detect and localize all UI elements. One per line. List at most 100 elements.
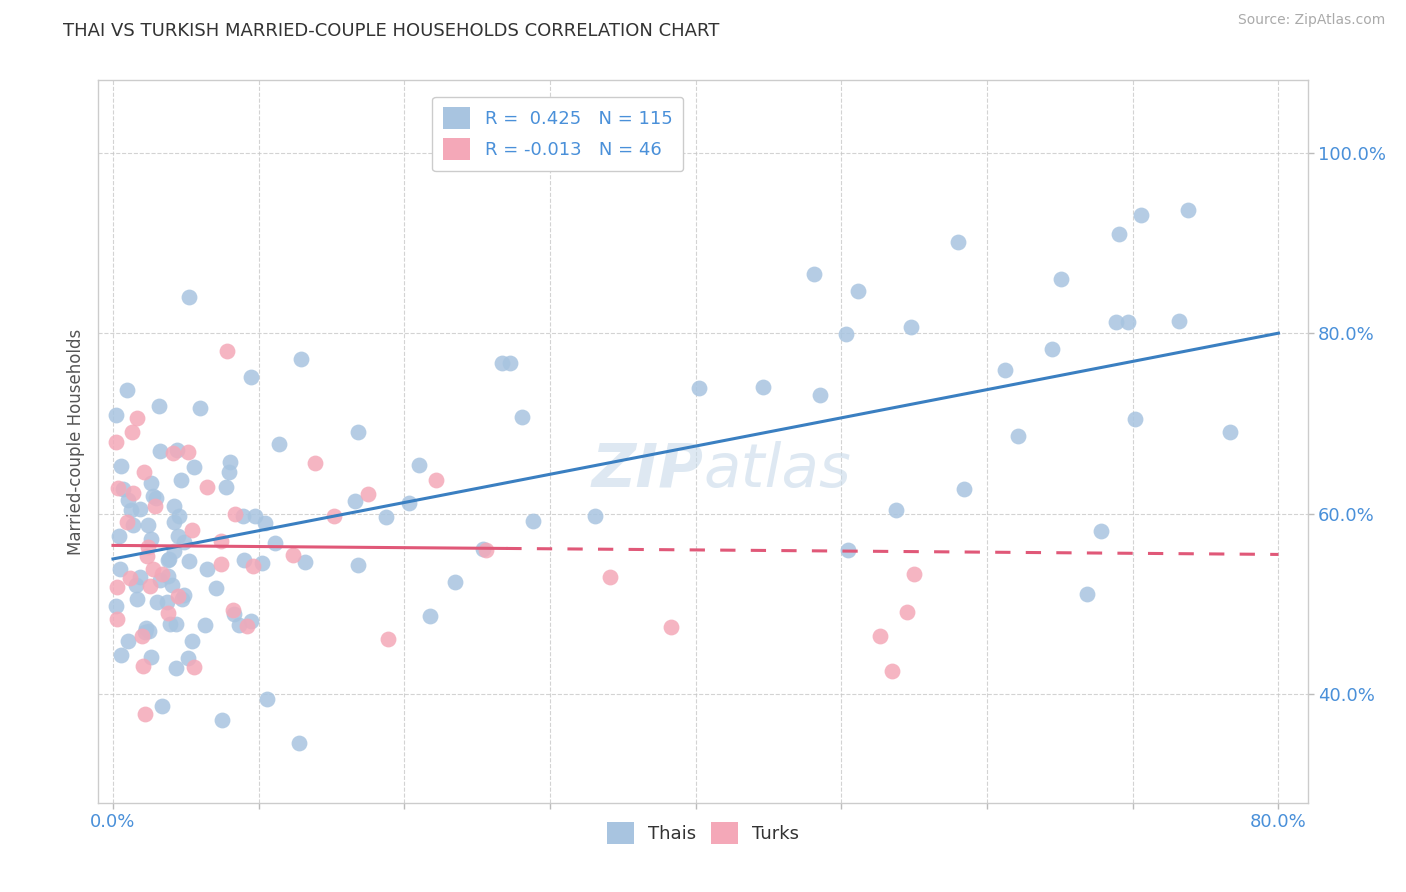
Point bbox=[304, 456, 326, 470]
Point bbox=[129, 502, 152, 516]
Point bbox=[900, 320, 922, 334]
Point bbox=[131, 659, 153, 673]
Point bbox=[159, 617, 181, 632]
Point bbox=[128, 570, 150, 584]
Point bbox=[120, 571, 142, 585]
Point bbox=[239, 614, 262, 628]
Point bbox=[177, 290, 200, 304]
Point bbox=[134, 466, 156, 480]
Point bbox=[143, 500, 166, 514]
Point bbox=[167, 509, 190, 524]
Point bbox=[110, 648, 132, 662]
Point bbox=[808, 388, 831, 402]
Point bbox=[107, 529, 129, 543]
Point bbox=[193, 618, 215, 632]
Point bbox=[346, 558, 368, 572]
Point bbox=[105, 612, 128, 626]
Point bbox=[142, 562, 165, 576]
Point bbox=[294, 555, 316, 569]
Point bbox=[209, 533, 232, 548]
Point bbox=[510, 409, 533, 424]
Text: atlas: atlas bbox=[703, 441, 851, 500]
Point bbox=[141, 532, 163, 546]
Point bbox=[211, 713, 233, 727]
Point bbox=[139, 475, 162, 490]
Legend: Thais, Turks: Thais, Turks bbox=[599, 815, 807, 852]
Point bbox=[156, 606, 179, 620]
Point bbox=[1049, 272, 1071, 286]
Point bbox=[471, 541, 494, 556]
Point bbox=[267, 436, 290, 450]
Point bbox=[177, 444, 200, 458]
Point bbox=[111, 483, 134, 497]
Point bbox=[243, 509, 266, 524]
Point bbox=[256, 691, 278, 706]
Point bbox=[946, 235, 969, 250]
Point bbox=[170, 591, 193, 606]
Point bbox=[157, 551, 180, 566]
Point bbox=[188, 401, 211, 416]
Point bbox=[195, 480, 218, 494]
Point bbox=[240, 369, 263, 384]
Point bbox=[252, 557, 274, 571]
Point bbox=[232, 508, 254, 523]
Point bbox=[215, 480, 238, 494]
Point bbox=[177, 554, 200, 568]
Point bbox=[150, 698, 173, 713]
Point bbox=[1177, 202, 1199, 217]
Point bbox=[150, 567, 173, 582]
Point bbox=[659, 620, 682, 634]
Point bbox=[173, 588, 195, 602]
Point bbox=[166, 443, 188, 458]
Point bbox=[219, 454, 242, 468]
Text: Source: ZipAtlas.com: Source: ZipAtlas.com bbox=[1237, 13, 1385, 28]
Point bbox=[125, 578, 148, 592]
Point bbox=[149, 444, 172, 458]
Point bbox=[156, 553, 179, 567]
Point bbox=[117, 493, 139, 508]
Point bbox=[121, 425, 143, 439]
Point bbox=[127, 592, 149, 607]
Point bbox=[752, 380, 775, 394]
Point bbox=[1040, 342, 1063, 356]
Point bbox=[599, 570, 621, 584]
Point bbox=[183, 459, 205, 474]
Point bbox=[138, 624, 160, 638]
Point bbox=[228, 617, 250, 632]
Point bbox=[183, 660, 205, 674]
Text: ZIP: ZIP bbox=[591, 441, 703, 500]
Point bbox=[115, 516, 138, 530]
Point bbox=[343, 494, 366, 508]
Point bbox=[583, 508, 606, 523]
Point bbox=[138, 579, 160, 593]
Point bbox=[281, 548, 304, 562]
Point bbox=[1090, 524, 1112, 539]
Point bbox=[688, 381, 710, 395]
Point bbox=[134, 624, 156, 639]
Point bbox=[218, 465, 240, 479]
Point bbox=[108, 562, 131, 576]
Point bbox=[1130, 208, 1153, 222]
Point bbox=[165, 661, 187, 675]
Point bbox=[125, 411, 148, 425]
Point bbox=[1076, 586, 1098, 600]
Point bbox=[148, 399, 170, 413]
Point bbox=[1108, 227, 1130, 241]
Point bbox=[204, 581, 226, 595]
Point bbox=[1123, 411, 1146, 425]
Point bbox=[1104, 314, 1126, 328]
Point bbox=[162, 446, 184, 460]
Point bbox=[374, 510, 396, 524]
Point bbox=[122, 517, 145, 532]
Point bbox=[104, 408, 127, 422]
Point bbox=[224, 508, 246, 522]
Point bbox=[117, 634, 139, 648]
Point bbox=[139, 650, 162, 665]
Point bbox=[222, 603, 245, 617]
Point bbox=[1219, 425, 1241, 439]
Point bbox=[224, 607, 246, 621]
Point bbox=[347, 425, 370, 440]
Point bbox=[242, 559, 264, 574]
Point bbox=[419, 609, 441, 624]
Point bbox=[837, 543, 859, 558]
